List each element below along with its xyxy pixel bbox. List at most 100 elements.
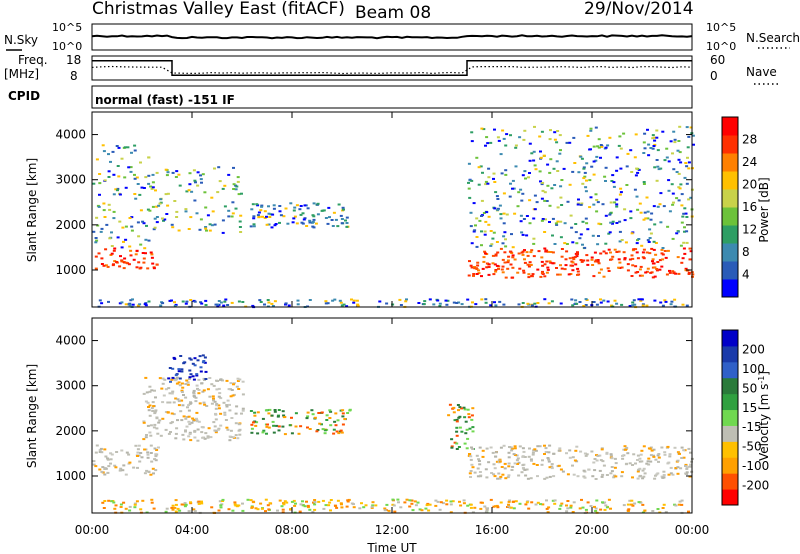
heatmap-cell <box>612 185 616 188</box>
heatmap-cell <box>197 392 201 395</box>
heatmap-cell <box>153 389 156 392</box>
heatmap-cell <box>649 218 653 221</box>
heatmap-cell <box>493 128 496 131</box>
heatmap-cell <box>541 459 544 462</box>
heatmap-cell <box>551 251 555 254</box>
heatmap-cell <box>194 400 198 403</box>
heatmap-cell <box>643 509 647 512</box>
heatmap-cell <box>181 300 185 303</box>
heatmap-cell <box>212 397 215 400</box>
heatmap-cell <box>341 423 345 426</box>
heatmap-cell <box>581 182 585 185</box>
heatmap-cell <box>282 502 285 505</box>
heatmap-cell <box>573 459 577 462</box>
heatmap-cell <box>555 141 559 144</box>
heatmap-cell <box>355 299 359 302</box>
heatmap-cell <box>404 300 408 303</box>
heatmap-cell <box>592 275 596 278</box>
heatmap-cell <box>511 246 515 249</box>
colorbar-tick-label: -50 <box>742 440 762 454</box>
heatmap-cell <box>128 245 132 248</box>
heatmap-cell <box>524 177 527 180</box>
heatmap-cell <box>151 410 155 412</box>
heatmap-cell <box>563 268 567 271</box>
heatmap-cell <box>600 448 604 451</box>
heatmap-cell <box>98 193 101 196</box>
heatmap-cell <box>310 409 314 412</box>
heatmap-cell <box>120 449 124 452</box>
heatmap-cell <box>584 186 588 189</box>
heatmap-cell <box>312 226 316 229</box>
heatmap-cell <box>478 219 482 222</box>
heatmap-cell <box>641 477 645 480</box>
heatmap-cell <box>199 366 203 369</box>
heatmap-cell <box>205 405 209 407</box>
heatmap-cell <box>214 407 218 410</box>
heatmap-cell <box>116 189 119 192</box>
heatmap-cell <box>675 171 679 173</box>
heatmap-cell <box>159 304 163 307</box>
heatmap-cell <box>201 390 205 393</box>
heatmap-cell <box>483 250 487 253</box>
heatmap-cell <box>607 248 611 251</box>
heatmap-cell <box>639 211 643 214</box>
heatmap-cell <box>173 305 177 307</box>
heatmap-cell <box>589 127 593 130</box>
heatmap-cell <box>102 264 106 267</box>
heatmap-cell <box>154 453 158 456</box>
heatmap-cell <box>168 401 172 404</box>
heatmap-cell <box>301 212 305 215</box>
heatmap-cell <box>191 375 195 378</box>
heatmap-cell <box>352 506 356 509</box>
heatmap-cell <box>196 428 200 431</box>
colorbar-tick-label: 20 <box>742 178 757 192</box>
heatmap-cell <box>597 271 601 274</box>
heatmap-cell <box>303 217 307 220</box>
heatmap-cell <box>471 448 475 450</box>
heatmap-cell <box>191 417 195 420</box>
heatmap-cell <box>340 218 344 220</box>
heatmap-cell <box>166 411 170 414</box>
heatmap-cell <box>143 472 147 475</box>
heatmap-cell <box>149 185 153 188</box>
heatmap-cell <box>232 382 236 385</box>
beam-label: Beam 08 <box>355 3 431 23</box>
heatmap-cell <box>226 304 230 306</box>
heatmap-cell <box>161 417 165 420</box>
heatmap-cell <box>487 273 491 276</box>
heatmap-cell <box>256 508 260 511</box>
heatmap-cell <box>487 263 491 266</box>
heatmap-cell <box>144 376 148 379</box>
heatmap-cell <box>580 260 584 263</box>
heatmap-cell <box>204 378 208 380</box>
nave-label: Nave <box>746 65 777 79</box>
heatmap-cell <box>267 426 271 429</box>
heatmap-cell <box>569 504 573 507</box>
heatmap-cell <box>306 426 309 429</box>
heatmap-cell <box>556 130 560 132</box>
heatmap-cell <box>210 196 214 199</box>
heatmap-cell <box>414 504 418 507</box>
heatmap-cell <box>299 205 303 207</box>
heatmap-cell <box>653 266 657 269</box>
heatmap-cell <box>485 136 489 139</box>
heatmap-cell <box>548 444 552 447</box>
heatmap-cell <box>473 229 477 232</box>
heatmap-cell <box>511 256 515 259</box>
heatmap-cell <box>468 196 472 199</box>
heatmap-cell <box>352 301 356 304</box>
heatmap-cell <box>111 150 115 153</box>
heatmap-cell <box>485 211 489 214</box>
heatmap-cell <box>572 136 576 139</box>
heatmap-cell <box>345 305 349 308</box>
heatmap-cell <box>625 165 629 168</box>
heatmap-cell <box>237 504 241 507</box>
heatmap-cell <box>306 415 310 418</box>
heatmap-cell <box>151 467 155 470</box>
heatmap-cell <box>277 429 281 432</box>
heatmap-cell <box>273 300 277 303</box>
heatmap-cell <box>434 504 438 507</box>
heatmap-cell <box>100 302 104 305</box>
heatmap-cell <box>621 457 625 460</box>
